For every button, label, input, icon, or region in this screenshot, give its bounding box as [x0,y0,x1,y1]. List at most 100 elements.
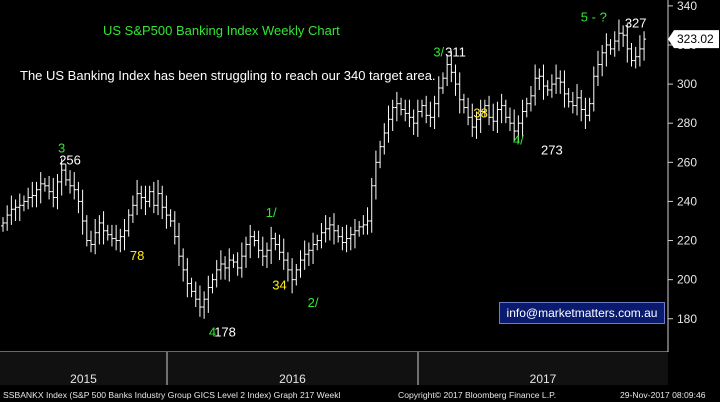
ohlc-bar [151,181,156,214]
ohlc-bar [482,99,487,118]
ohlc-bar [210,273,215,294]
ohlc-bar [1,217,5,232]
ohlc-bar [386,105,391,143]
ohlc-bar [378,140,383,169]
ohlc-bar [633,46,638,69]
y-tick-label: 260 [677,155,697,169]
wave-count-label: 1/ [266,205,277,220]
ohlc-bar [88,230,93,253]
ohlc-bar [403,99,408,122]
ohlc-bar [311,232,316,264]
ohlc-bar [143,185,148,216]
ohlc-bar [176,222,181,266]
ohlc-bar [503,99,508,124]
ohlc-bar [290,258,295,294]
ohlc-bar [344,224,349,253]
price-level-label: 327 [625,15,647,30]
last-price-text: 323.02 [677,32,714,46]
fib-level-label: 38 [473,105,487,120]
ohlc-bar [13,199,18,221]
ohlc-bar [80,189,85,235]
year-label: 2017 [530,372,557,385]
ohlc-bar [164,195,169,229]
ohlc-bar [197,285,202,317]
ohlc-bar [114,224,119,251]
ohlc-bar [264,242,269,268]
ohlc-bar [55,174,60,210]
ohlc-bar [566,88,571,108]
ohlc-bar [512,109,517,141]
ohlc-bar [520,99,525,137]
ohlc-bar [285,252,290,282]
ohlc-bar [126,209,131,237]
ohlc-bar [139,185,144,210]
y-tick-label: 180 [677,312,697,326]
footer-date: 29-Nov-2017 08:09:46 [620,390,706,400]
ohlc-bar [51,177,56,208]
ohlc-bar [193,281,198,308]
ohlc-bar [554,64,559,94]
ohlc-bar [487,95,492,126]
wave-count-label: 5 - ? [581,10,607,25]
ohlc-bar [118,228,123,253]
ohlc-bar [440,72,445,94]
ohlc-bar [281,238,286,270]
ohlc-bar [332,213,337,245]
ohlc-bar [38,172,43,204]
ohlc-bar [470,103,475,137]
price-level-label: 256 [59,152,81,167]
ohlc-bar [122,219,127,251]
ohlc-bar [642,31,647,61]
ohlc-bar [382,123,387,155]
ohlc-bar [172,211,177,245]
year-label: 2015 [70,372,97,385]
ohlc-bar [231,254,236,268]
ohlc-bar [68,170,73,194]
footer-copyright: Copyright© 2017 Bloomberg Finance L.P. [398,390,557,400]
ohlc-bar [336,224,341,243]
ohlc-bar [558,70,563,94]
ohlc-bar [583,97,588,130]
ohlc-bar [59,158,64,196]
ohlc-bar [72,172,77,200]
ohlc-bar [407,99,412,128]
footer-bar: SSBANKX Index (S&P 500 Banks Industry Gr… [0,385,720,402]
ohlc-bar [595,50,600,87]
ohlc-bar [319,222,324,249]
ohlc-bar [537,68,542,90]
y-tick-label: 240 [677,194,697,208]
ohlc-bar [269,226,274,264]
ohlc-bar [130,195,135,223]
ohlc-bar [516,115,521,143]
ohlc-bar [223,256,228,280]
footer-security: SSBANKX Index (S&P 500 Banks Industry Gr… [3,390,341,400]
wave-count-label: 4 [209,324,216,339]
ohlc-bar [348,226,353,251]
ohlc-bar [135,179,140,216]
ohlc-bar [495,101,500,133]
ohlc-bar [390,99,395,132]
ohlc-bar [315,234,320,251]
ohlc-bar [147,185,152,208]
ohlc-bar [248,224,253,259]
ohlc-bar [42,177,47,192]
ohlc-bar [612,31,617,57]
ohlc-bar [616,19,621,51]
ohlc-bar [9,195,14,225]
chart-note: The US Banking Index has been struggling… [20,68,436,83]
ohlc-bar [47,176,52,200]
ohlc-bar [168,209,173,227]
ohlc-bar [30,181,35,208]
ohlc-bar [244,236,249,268]
ohlc-bar [327,217,332,241]
ohlc-bar [214,260,219,288]
ohlc-bar [436,76,441,118]
ohlc-bar [93,219,98,255]
ohlc-bar [206,275,211,313]
ohlc-bar [399,97,404,116]
ohlc-bar [5,205,10,231]
ohlc-bar [432,95,437,130]
time-axis-band [0,352,668,385]
ohlc-bar [428,101,433,128]
ohlc-bar [294,264,299,286]
